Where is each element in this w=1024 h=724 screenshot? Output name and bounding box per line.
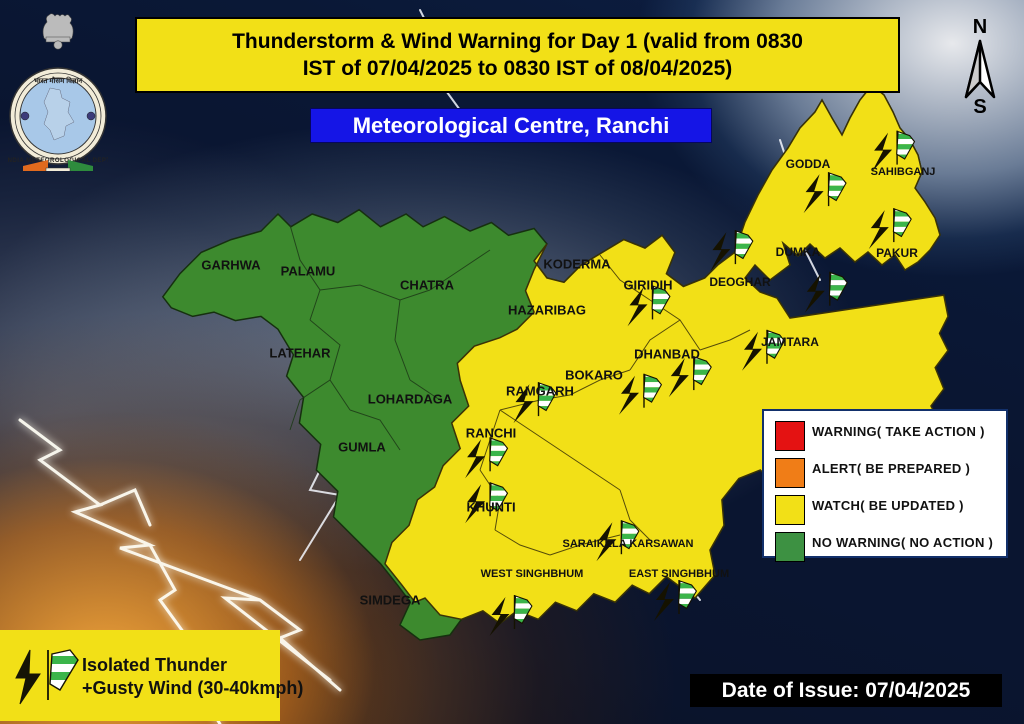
svg-text:S: S [973,96,986,115]
svg-text:INDIA METEOROLOGICAL DEPT: INDIA METEOROLOGICAL DEPT [8,158,108,164]
svg-text:भारत मौसम विज्ञान: भारत मौसम विज्ञान [34,76,83,85]
svg-text:N: N [973,16,987,38]
